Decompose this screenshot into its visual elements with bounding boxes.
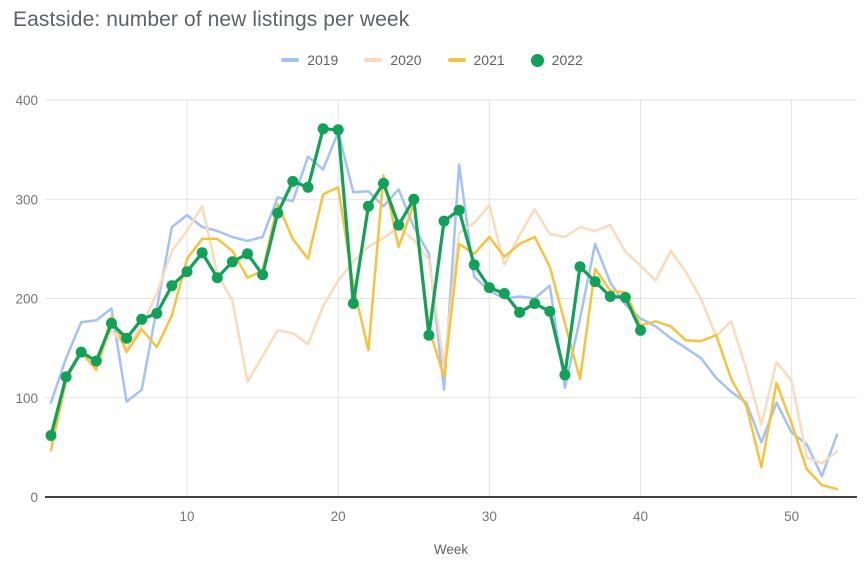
series-2022-data-point: [619, 292, 631, 303]
series-2022-data-point: [362, 200, 374, 212]
x-axis-tick-label: 30: [482, 509, 497, 524]
series-2022-data-point: [136, 313, 148, 325]
series-2022-data-point: [75, 346, 87, 358]
series-2022-data-point: [574, 261, 586, 273]
series-2022-data-point: [498, 288, 510, 299]
x-axis-title: Week: [434, 542, 469, 557]
chart-legend: 2019 2020 2021 2022: [0, 52, 864, 68]
series-2022-data-point: [408, 193, 420, 205]
x-axis-tick-label: 10: [180, 509, 195, 524]
chart-title: Eastside: number of new listings per wee…: [13, 8, 410, 31]
y-axis-tick-label: 0: [30, 490, 38, 505]
series-2022-data-point: [211, 272, 223, 284]
series-2022-data-point: [589, 276, 601, 288]
x-axis-tick-label: 20: [331, 509, 346, 524]
legend-swatch-2020-icon: [364, 58, 383, 62]
legend-item-2022[interactable]: 2022: [530, 52, 583, 68]
series-2022-data-point: [483, 282, 495, 294]
series-2020-line: [49, 203, 839, 465]
series-2022-data-point: [106, 317, 117, 329]
x-axis-tick-label: 40: [633, 509, 648, 524]
series-2022-data-point: [393, 219, 405, 231]
series-2022-line: [49, 127, 643, 438]
series-2022-data-point: [242, 248, 253, 260]
series-2022-data-point: [529, 298, 541, 309]
legend-swatch-2021-icon: [447, 58, 466, 62]
series-2022-data-point: [438, 215, 450, 227]
series-2022-data-point: [604, 291, 616, 302]
series-2022-data-point: [166, 280, 178, 292]
series-2022-data-point: [423, 329, 435, 341]
y-axis-tick-label: 400: [15, 93, 38, 108]
legend-label-2020: 2020: [390, 52, 422, 68]
legend-swatch-2019-icon: [281, 58, 300, 62]
series-2022-data-point: [121, 332, 133, 344]
series-2022-data-point: [196, 247, 208, 259]
legend-label-2019: 2019: [307, 52, 339, 68]
series-2022-data-point: [302, 181, 314, 193]
series-2022-data-point: [287, 175, 299, 187]
legend-label-2022: 2022: [551, 52, 583, 68]
legend-item-2019[interactable]: 2019: [281, 52, 338, 68]
series-2022-data-point: [559, 369, 571, 381]
series-2022-data-point: [544, 305, 556, 317]
series-2022-data-point: [272, 207, 284, 219]
series-2019-line: [49, 130, 839, 478]
series-2022-data-point: [453, 204, 465, 216]
series-2022-data-point: [514, 306, 526, 318]
series-2022-data-point: [378, 177, 389, 189]
legend-item-2021[interactable]: 2021: [447, 52, 505, 68]
series-2022-data-point: [257, 269, 269, 281]
legend-item-2020[interactable]: 2020: [364, 52, 422, 68]
legend-label-2021: 2021: [473, 52, 505, 68]
x-axis-tick-label: 50: [784, 509, 799, 524]
series-2022-data-point: [347, 298, 359, 309]
series-2022-data-point: [635, 324, 646, 336]
y-axis-tick-label: 100: [15, 391, 38, 406]
series-2022-data-point: [181, 266, 193, 278]
series-2022-data-point: [317, 123, 329, 135]
y-axis-tick-label: 300: [15, 192, 38, 207]
series-2022-data-point: [226, 256, 238, 268]
series-2022-data-point: [45, 430, 57, 441]
series-2022-data-point: [332, 124, 344, 136]
series-2022-data-point: [90, 355, 102, 367]
legend-swatch-2022-icon: [530, 53, 544, 67]
series-2022-data-point: [468, 259, 480, 271]
series-2022-data-point: [60, 371, 72, 383]
series-2022-data-point: [151, 307, 163, 319]
y-axis-tick-label: 200: [15, 292, 38, 307]
